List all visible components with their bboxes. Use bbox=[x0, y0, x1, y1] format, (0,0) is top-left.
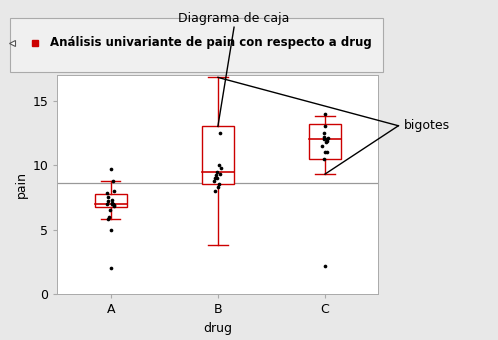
Point bbox=[210, 178, 218, 183]
Bar bbox=[309, 124, 341, 159]
Point bbox=[109, 197, 117, 203]
Point bbox=[320, 134, 328, 139]
Point bbox=[110, 202, 118, 208]
Point bbox=[104, 194, 112, 200]
Point bbox=[215, 182, 223, 187]
Point bbox=[105, 217, 113, 222]
Point bbox=[321, 263, 329, 269]
X-axis label: drug: drug bbox=[203, 322, 233, 335]
Text: Análisis univariante de pain con respecto a drug: Análisis univariante de pain con respect… bbox=[50, 36, 372, 50]
Point bbox=[321, 111, 329, 116]
Point bbox=[103, 191, 111, 196]
Bar bbox=[202, 126, 234, 184]
Point bbox=[211, 175, 219, 181]
Point bbox=[323, 138, 331, 143]
Y-axis label: pain: pain bbox=[15, 171, 28, 198]
Point bbox=[212, 173, 220, 178]
Point bbox=[108, 201, 116, 206]
Point bbox=[320, 130, 328, 136]
Point bbox=[105, 214, 113, 219]
Point bbox=[216, 130, 224, 136]
Point bbox=[106, 207, 114, 213]
Point bbox=[213, 169, 221, 174]
Point bbox=[107, 227, 115, 232]
Point bbox=[108, 200, 116, 205]
Bar bbox=[95, 194, 127, 207]
Point bbox=[323, 137, 331, 142]
Point bbox=[324, 150, 332, 155]
Point bbox=[215, 163, 223, 168]
Point bbox=[320, 137, 328, 142]
Point bbox=[321, 150, 329, 155]
Point bbox=[110, 178, 118, 183]
Point bbox=[213, 175, 221, 181]
Text: Diagrama de caja: Diagrama de caja bbox=[178, 12, 290, 25]
Point bbox=[320, 156, 328, 162]
Text: bigotes: bigotes bbox=[403, 119, 450, 132]
Point bbox=[216, 171, 224, 177]
Point bbox=[107, 266, 115, 271]
FancyBboxPatch shape bbox=[10, 18, 383, 72]
Point bbox=[104, 199, 112, 204]
Point bbox=[111, 188, 119, 193]
Point bbox=[324, 135, 332, 141]
Point bbox=[214, 184, 222, 190]
Point bbox=[107, 166, 115, 172]
Point bbox=[217, 165, 225, 170]
Point bbox=[104, 201, 112, 206]
Point bbox=[322, 139, 330, 144]
Point bbox=[321, 124, 329, 129]
Point bbox=[318, 143, 326, 149]
Point bbox=[211, 188, 219, 193]
Point bbox=[110, 204, 118, 209]
Point bbox=[109, 201, 117, 206]
